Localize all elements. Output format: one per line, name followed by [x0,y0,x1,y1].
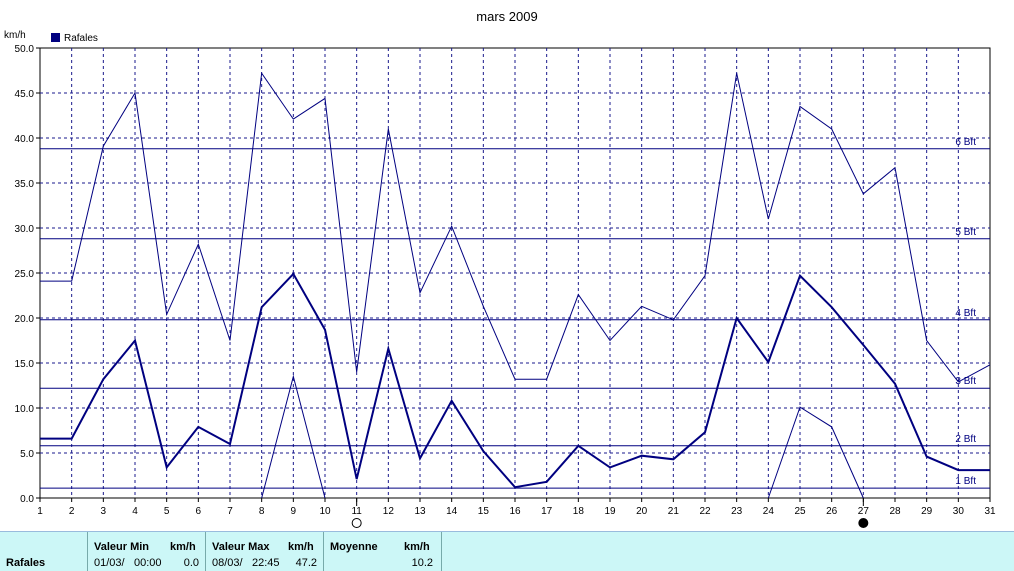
x-tick-label: 15 [478,506,490,517]
x-tick-label: 19 [604,506,616,517]
max-header: Valeur Max [212,541,270,553]
x-tick-label: 31 [984,506,996,517]
y-tick-label: 15.0 [15,359,35,370]
max-date: 08/03/ [212,557,243,569]
beaufort-label: 2 Bft [955,434,976,445]
min-unit: km/h [170,541,196,553]
stats-min-cell: Valeur Min km/h 01/03/ 00:00 0.0 [88,532,206,571]
stats-avg-cell: Moyenne km/h 10.2 [324,532,442,571]
x-tick-label: 3 [101,506,107,517]
stats-label-cell: Rafales [0,532,88,571]
stats-panel: Rafales Valeur Min km/h 01/03/ 00:00 0.0… [0,531,1014,571]
y-tick-label: 20.0 [15,314,35,325]
avg-header: Moyenne [330,541,378,553]
x-tick-label: 28 [889,506,901,517]
x-tick-label: 22 [699,506,711,517]
beaufort-label: 6 Bft [955,137,976,148]
x-tick-label: 1 [37,506,43,517]
new-moon-icon [858,518,869,528]
x-tick-label: 13 [414,506,426,517]
avg-value: 10.2 [411,557,433,569]
min-header: Valeur Min [94,541,150,553]
x-tick-label: 21 [668,506,680,517]
x-tick-label: 7 [227,506,233,517]
legend-label: Rafales [64,33,98,44]
series-lines [40,71,991,499]
x-tick-label: 17 [541,506,553,517]
x-tick-label: 11 [351,506,362,517]
x-tick-label: 26 [826,506,838,517]
y-tick-label: 25.0 [15,269,35,280]
x-tick-label: 30 [953,506,965,517]
x-tick-label: 24 [763,506,775,517]
x-tick-label: 27 [858,506,870,517]
beaufort-label: 3 Bft [955,376,976,387]
x-tick-label: 6 [196,506,202,517]
y-tick-label: 35.0 [15,179,35,190]
stats-row-label: Rafales [6,557,46,569]
stats-max-cell: Valeur Max km/h 08/03/ 22:45 47.2 [206,532,324,571]
series-line-rafales [40,272,990,489]
min-time: 00:00 [134,557,162,569]
legend-swatch [51,33,60,42]
beaufort-label: 4 Bft [955,308,976,319]
x-tick-label: 23 [731,506,743,517]
min-value: 0.0 [183,557,199,569]
x-tick-label: 29 [921,506,933,517]
beaufort-label: 1 Bft [955,476,976,487]
x-tick-label: 12 [383,506,395,517]
y-tick-label: 50.0 [15,44,35,55]
y-tick-label: 30.0 [15,224,35,235]
y-tick-label: 10.0 [15,404,35,415]
x-tick-label: 5 [164,506,170,517]
y-tick-label: 45.0 [15,89,35,100]
x-tick-label: 18 [573,506,585,517]
x-tick-label: 10 [319,506,331,517]
chart-title: mars 2009 [476,9,537,24]
x-tick-label: 2 [69,506,75,517]
y-axis-label: km/h [4,30,26,41]
max-unit: km/h [288,541,314,553]
y-tick-label: 40.0 [15,134,35,145]
max-time: 22:45 [252,557,280,569]
y-tick-label: 5.0 [20,449,34,460]
max-value: 47.2 [295,557,317,569]
grid [40,48,990,498]
y-tick-label: 0.0 [20,494,34,505]
beaufort-lines: 1 Bft 2 Bft 3 Bft 4 Bft 5 Bft 6 Bft [40,137,990,489]
beaufort-label: 5 Bft [955,227,976,238]
avg-unit: km/h [404,541,430,553]
chart-svg: mars 2009 km/h Rafales 1 Bft 2 Bft 3 Bft 4 … [4,9,996,528]
full-moon-icon [351,518,362,528]
envelope-line [40,71,991,383]
envelope-line [767,406,864,499]
x-tick-label: 4 [132,506,138,517]
x-tick-label: 25 [794,506,806,517]
envelope-line [261,374,326,499]
x-tick-label: 20 [636,506,648,517]
x-tick-label: 9 [291,506,297,517]
x-tick-label: 14 [446,506,458,517]
moon-phases [351,498,869,528]
min-date: 01/03/ [94,557,125,569]
x-tick-label: 16 [509,506,521,517]
x-tick-label: 8 [259,506,265,517]
axis-ticks: 1 2 3 4 5 6 7 8 9 10 11 12 13 14 15 16 17 18 19 20 21 22 23 24 2… [15,44,996,517]
